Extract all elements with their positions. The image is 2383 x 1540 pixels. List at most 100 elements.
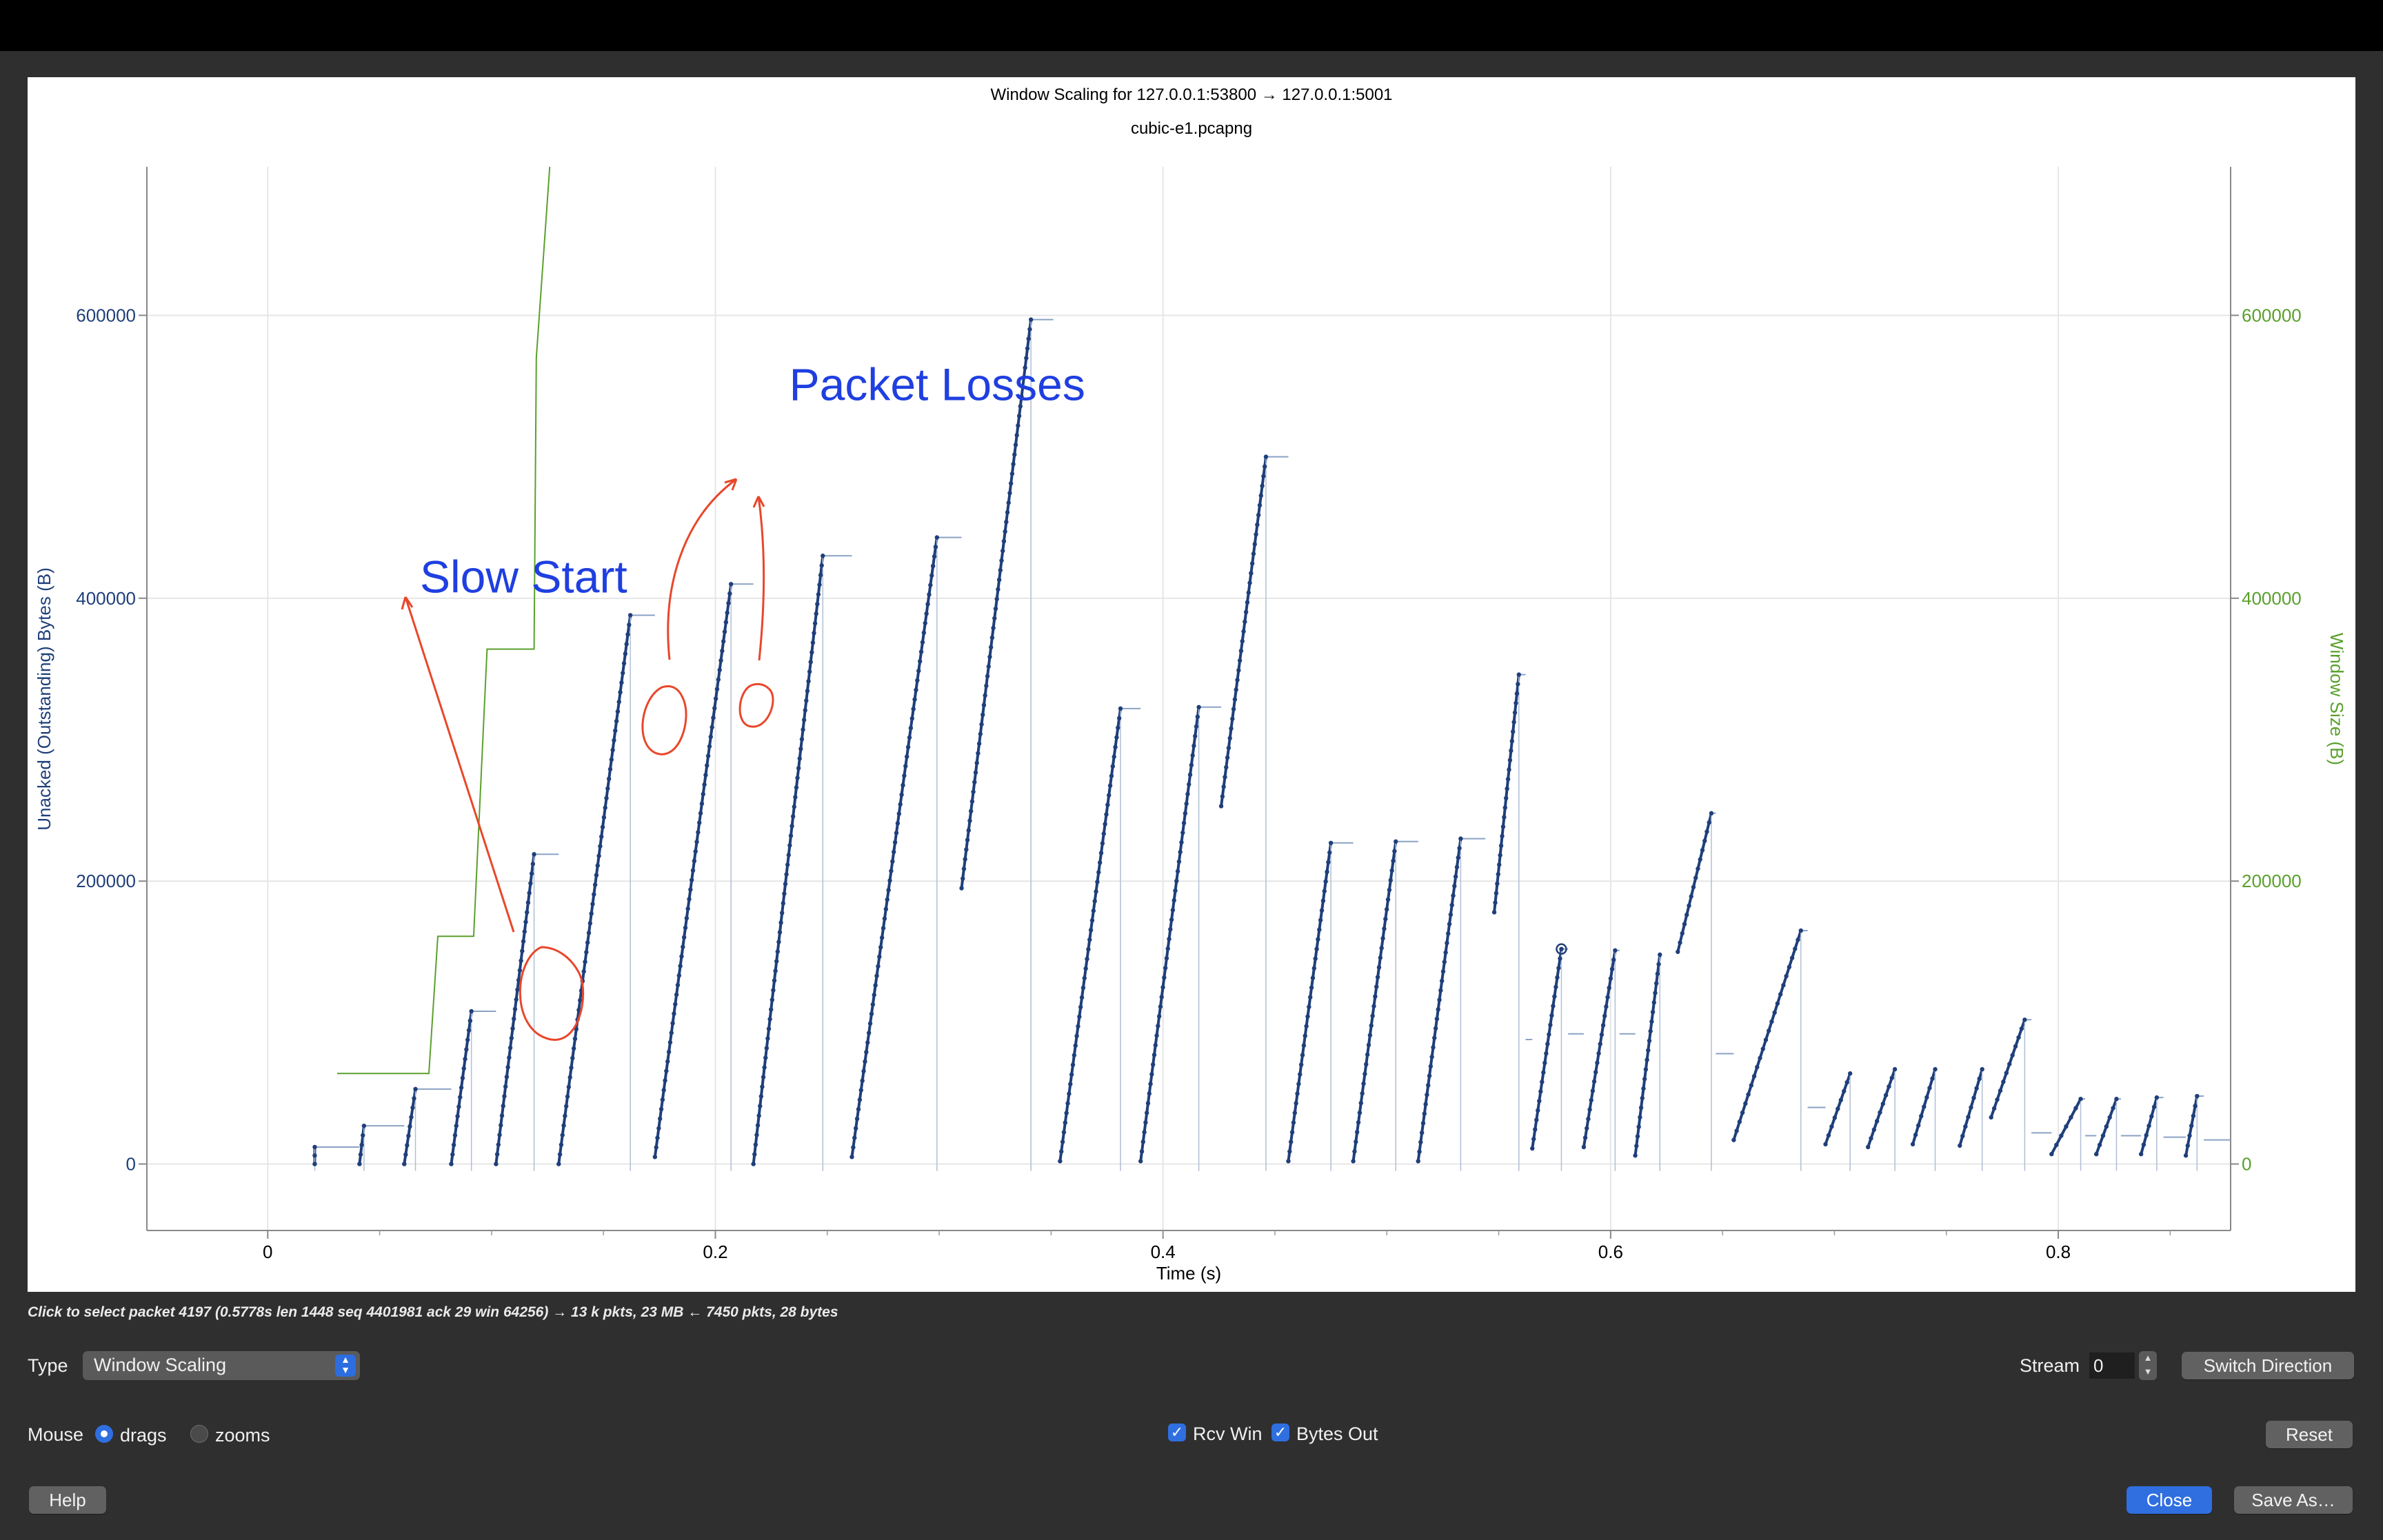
unacked-point <box>503 1084 508 1089</box>
unacked-point <box>1544 1051 1549 1056</box>
unacked-point <box>1287 1149 1292 1154</box>
unacked-point <box>660 1097 665 1102</box>
unacked-point <box>656 1126 661 1131</box>
mouse-zooms-label[interactable]: zooms <box>215 1425 270 1446</box>
unacked-point <box>1018 404 1023 409</box>
unacked-point <box>1323 879 1328 884</box>
unacked-point <box>2013 1044 2018 1049</box>
unacked-point <box>357 1162 362 1166</box>
bytes-out-label[interactable]: Bytes Out <box>1296 1424 1378 1444</box>
unacked-point <box>455 1114 460 1119</box>
unacked-point <box>761 1075 766 1080</box>
unacked-point <box>1645 1057 1649 1062</box>
unacked-point <box>456 1104 461 1109</box>
unacked-point <box>1149 1072 1154 1077</box>
unacked-point <box>1740 1110 1745 1115</box>
unacked-point <box>1063 1120 1068 1125</box>
unacked-point <box>1303 1033 1307 1038</box>
type-select[interactable]: Window Scaling ▲ ▼ <box>83 1351 360 1380</box>
unacked-point <box>405 1143 410 1148</box>
unacked-point <box>1008 481 1014 486</box>
unacked-ramp <box>1351 841 1398 1162</box>
unacked-point <box>782 891 787 896</box>
unacked-point <box>2019 1026 2024 1031</box>
window-scaling-graph[interactable]: Window Scaling for 127.0.0.1:53800 → 127… <box>28 77 2355 1292</box>
unacked-point <box>1304 1024 1309 1029</box>
unacked-point <box>727 591 732 596</box>
unacked-point <box>454 1123 459 1128</box>
mouse-drags-label[interactable]: drags <box>120 1425 167 1446</box>
rcv-win-label[interactable]: Rcv Win <box>1193 1424 1263 1444</box>
unacked-point <box>805 689 810 693</box>
unacked-point <box>1014 433 1019 438</box>
unacked-point <box>702 782 707 787</box>
unacked-point <box>1058 1159 1063 1164</box>
unacked-point <box>1838 1097 1843 1102</box>
unacked-point <box>860 1078 865 1083</box>
unacked-point <box>1098 851 1104 855</box>
unacked-point <box>1113 744 1118 749</box>
unacked-point <box>1458 836 1463 841</box>
unacked-ramp <box>1867 1068 1896 1148</box>
unacked-point <box>1656 962 1661 966</box>
unacked-point <box>1168 926 1173 932</box>
unacked-point <box>1454 864 1460 870</box>
unacked-point <box>1649 1019 1654 1024</box>
unacked-point <box>1641 1086 1646 1091</box>
close-button[interactable]: Close <box>2126 1486 2212 1514</box>
unacked-point <box>1154 1033 1159 1038</box>
unacked-point <box>1502 815 1507 820</box>
help-button[interactable]: Help <box>29 1486 106 1514</box>
unacked-point <box>708 734 713 740</box>
unacked-point <box>1634 1144 1639 1148</box>
reset-button[interactable]: Reset <box>2266 1421 2353 1448</box>
unacked-point <box>618 689 623 695</box>
annotation-ink <box>401 478 774 1041</box>
x-tick-label: 0.2 <box>703 1242 727 1262</box>
unacked-point <box>1246 590 1251 595</box>
unacked-point <box>892 840 898 845</box>
unacked-point <box>2111 1106 2115 1111</box>
unacked-point <box>1226 745 1231 751</box>
rcv-win-checkbox[interactable]: ✓ <box>1168 1424 1186 1441</box>
unacked-point <box>2104 1124 2109 1129</box>
unacked-point <box>866 1031 872 1035</box>
stream-input[interactable] <box>2089 1352 2135 1379</box>
unacked-point <box>1308 995 1313 1000</box>
unacked-point <box>858 1088 863 1093</box>
unacked-point <box>678 964 683 969</box>
unacked-point <box>1433 1026 1438 1031</box>
unacked-point <box>1357 1110 1363 1115</box>
y2-tick-label: 0 <box>2242 1154 2251 1175</box>
unacked-point <box>1316 937 1320 942</box>
unacked-point <box>920 640 925 645</box>
unacked-point <box>1746 1092 1751 1097</box>
unacked-point <box>1159 995 1164 1000</box>
plot-panel[interactable]: Window Scaling for 127.0.0.1:53800 → 127… <box>28 77 2355 1292</box>
unacked-point <box>1655 971 1660 976</box>
unacked-point <box>1361 1081 1366 1086</box>
stream-stepper-icon[interactable]: ▲ ▼ <box>2139 1351 2157 1380</box>
unacked-point <box>1551 1004 1556 1009</box>
unacked-point <box>1230 716 1235 721</box>
unacked-point <box>1083 966 1088 971</box>
switch-direction-button[interactable]: Switch Direction <box>2182 1352 2354 1379</box>
y-tick-label: 200000 <box>76 871 136 891</box>
unacked-point <box>703 773 708 778</box>
unacked-point <box>512 1006 518 1012</box>
unacked-point <box>1418 1139 1423 1145</box>
unacked-point <box>1678 940 1682 945</box>
mouse-zooms-radio[interactable] <box>190 1425 208 1443</box>
unacked-point <box>1116 716 1122 721</box>
bytes-out-checkbox[interactable]: ✓ <box>1271 1424 1289 1441</box>
unacked-point <box>1193 733 1198 739</box>
save-as-button[interactable]: Save As… <box>2234 1486 2353 1514</box>
unacked-point <box>857 1097 863 1102</box>
unacked-point <box>1145 1101 1151 1106</box>
unacked-point <box>1598 1042 1602 1046</box>
unacked-ramp <box>1676 813 1713 953</box>
unacked-point <box>1758 1055 1762 1061</box>
mouse-drags-radio[interactable] <box>95 1425 113 1443</box>
unacked-point <box>690 868 696 873</box>
unacked-point <box>2107 1115 2112 1120</box>
